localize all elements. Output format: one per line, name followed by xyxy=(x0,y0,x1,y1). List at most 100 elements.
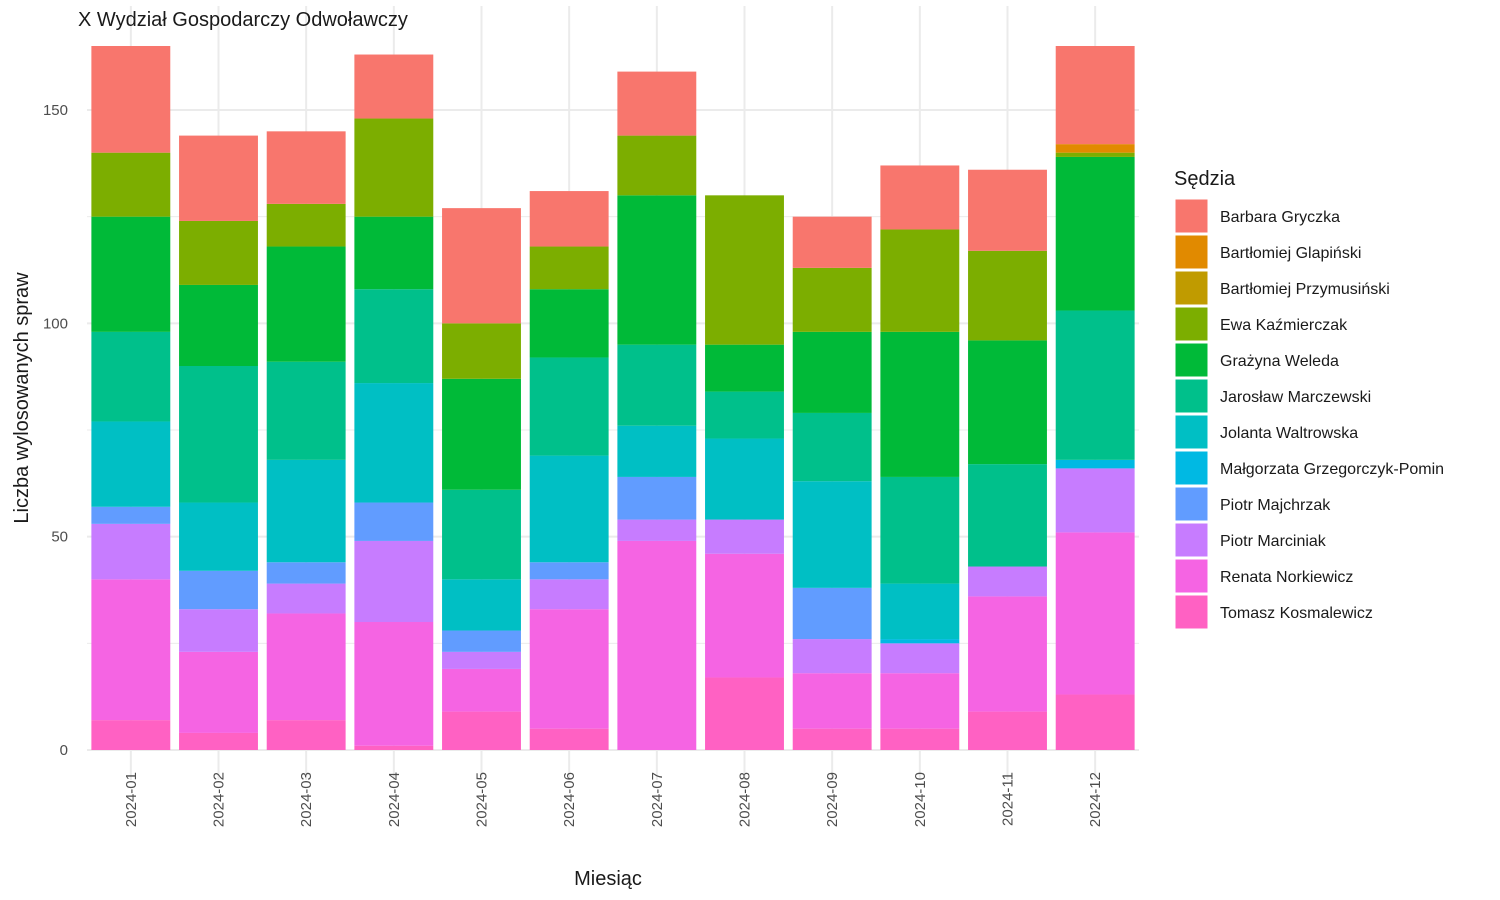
bar-segment xyxy=(968,566,1047,597)
chart-title: X Wydział Gospodarczy Odwoławczy xyxy=(78,9,408,31)
x-tick-label: 2024-05 xyxy=(474,772,491,827)
bar-segment xyxy=(266,720,346,750)
bar-segment xyxy=(968,464,1047,567)
x-tick-label: 2024-02 xyxy=(211,772,228,827)
bar-segment xyxy=(529,357,609,456)
bar-segment xyxy=(442,208,521,324)
bar-segment xyxy=(792,639,872,674)
bar-segment xyxy=(880,476,960,584)
bar-segment xyxy=(617,71,697,136)
bar-segment xyxy=(266,203,346,247)
y-tick-label: 0 xyxy=(60,742,68,759)
x-tick-label: 2024-03 xyxy=(298,772,315,827)
bar-segment xyxy=(705,677,784,750)
x-tick-label: 2024-08 xyxy=(737,772,754,827)
bar-segment xyxy=(179,732,258,750)
bar-segment xyxy=(442,630,521,652)
x-tick-label: 2024-12 xyxy=(1087,772,1104,827)
legend-label: Barbara Gryczka xyxy=(1220,209,1340,226)
bar-segment xyxy=(529,191,609,247)
bar-segment xyxy=(968,711,1047,750)
legend-swatch xyxy=(1174,270,1209,306)
y-axis-title: Liczba wylosowanych spraw xyxy=(11,272,33,524)
bar-segment xyxy=(792,412,872,482)
bar-segment xyxy=(179,284,258,366)
bar-segment xyxy=(442,579,521,631)
bar-segment xyxy=(880,643,960,674)
legend-swatch xyxy=(1174,234,1209,270)
bar-segment xyxy=(968,169,1047,251)
bar-segment xyxy=(179,502,258,571)
bar-segment xyxy=(354,745,434,750)
bar-segment xyxy=(617,135,697,196)
x-tick-label: 2024-06 xyxy=(561,772,578,827)
bar-segment xyxy=(792,728,872,750)
bar-segment xyxy=(529,455,609,563)
bar-segment xyxy=(442,651,521,669)
bar-segment xyxy=(705,553,784,678)
legend: Sędzia Barbara Gryczka Bartłomiej Glapińs… xyxy=(1174,168,1444,630)
bar-segment xyxy=(442,668,521,712)
bar-segment xyxy=(529,579,609,610)
bar-segment xyxy=(880,673,960,729)
bar-segment xyxy=(792,216,872,268)
bar-segment xyxy=(354,502,434,541)
bar-segment xyxy=(179,135,258,221)
y-tick-label: 50 xyxy=(51,529,68,546)
legend-swatch xyxy=(1174,378,1209,414)
bar-segment xyxy=(880,229,960,332)
bar-segment xyxy=(1055,152,1135,157)
bar-segment xyxy=(1055,532,1135,695)
bar-segment xyxy=(968,250,1047,341)
bar-segment xyxy=(442,323,521,379)
bar-segment xyxy=(179,220,258,285)
legend-label: Bartłomiej Glapiński xyxy=(1220,245,1361,262)
bar-segment xyxy=(354,383,434,503)
bar-segment xyxy=(354,216,434,290)
legend-swatch xyxy=(1174,522,1209,558)
bar-segment xyxy=(91,523,171,580)
bar-segment xyxy=(1055,459,1135,469)
bar-segment xyxy=(705,519,784,554)
x-tick-label: 2024-01 xyxy=(123,772,140,827)
bar-segment xyxy=(1055,694,1135,750)
bar-segment xyxy=(91,720,171,750)
bar-segment xyxy=(705,195,784,345)
legend-swatch xyxy=(1174,342,1209,378)
legend-label: Piotr Marciniak xyxy=(1220,533,1327,550)
y-tick-label: 150 xyxy=(43,102,68,119)
bar-segment xyxy=(91,216,171,332)
bar-segment xyxy=(91,331,171,422)
legend-label: Bartłomiej Przymusiński xyxy=(1220,281,1390,298)
bar-segment xyxy=(266,131,346,204)
bar-segment xyxy=(266,562,346,584)
x-tick-label: 2024-11 xyxy=(1000,772,1017,826)
legend-swatch xyxy=(1174,594,1209,630)
bar-segment xyxy=(266,583,346,614)
bar-segment xyxy=(1055,156,1135,311)
bar-segment xyxy=(266,361,346,460)
bar-segment xyxy=(880,583,960,640)
bar-segment xyxy=(266,613,346,721)
bar-segment xyxy=(705,438,784,520)
bar-segment xyxy=(529,289,609,358)
x-tick-label: 2024-10 xyxy=(912,772,929,827)
bar-segment xyxy=(617,519,697,541)
bar-segment xyxy=(880,639,960,644)
bar-segment xyxy=(179,609,258,652)
x-tick-label: 2024-09 xyxy=(824,772,841,827)
bar-segment xyxy=(442,489,521,580)
legend-swatch xyxy=(1174,306,1209,342)
bars xyxy=(91,46,1135,750)
legend-label: Renata Norkiewicz xyxy=(1220,569,1353,586)
bar-segment xyxy=(354,118,434,217)
bar-segment xyxy=(91,421,171,507)
legend-swatch xyxy=(1174,414,1209,450)
bar-segment xyxy=(91,579,171,721)
legend-label: Małgorzata Grzegorczyk-Pomin xyxy=(1220,461,1444,478)
axes: 0 50 100 150 2024-01 2024-02 2024-03 2024-04 202… xyxy=(43,102,1104,827)
y-tick-label: 100 xyxy=(43,315,68,332)
bar-segment xyxy=(91,506,171,524)
bar-segment xyxy=(91,152,171,217)
